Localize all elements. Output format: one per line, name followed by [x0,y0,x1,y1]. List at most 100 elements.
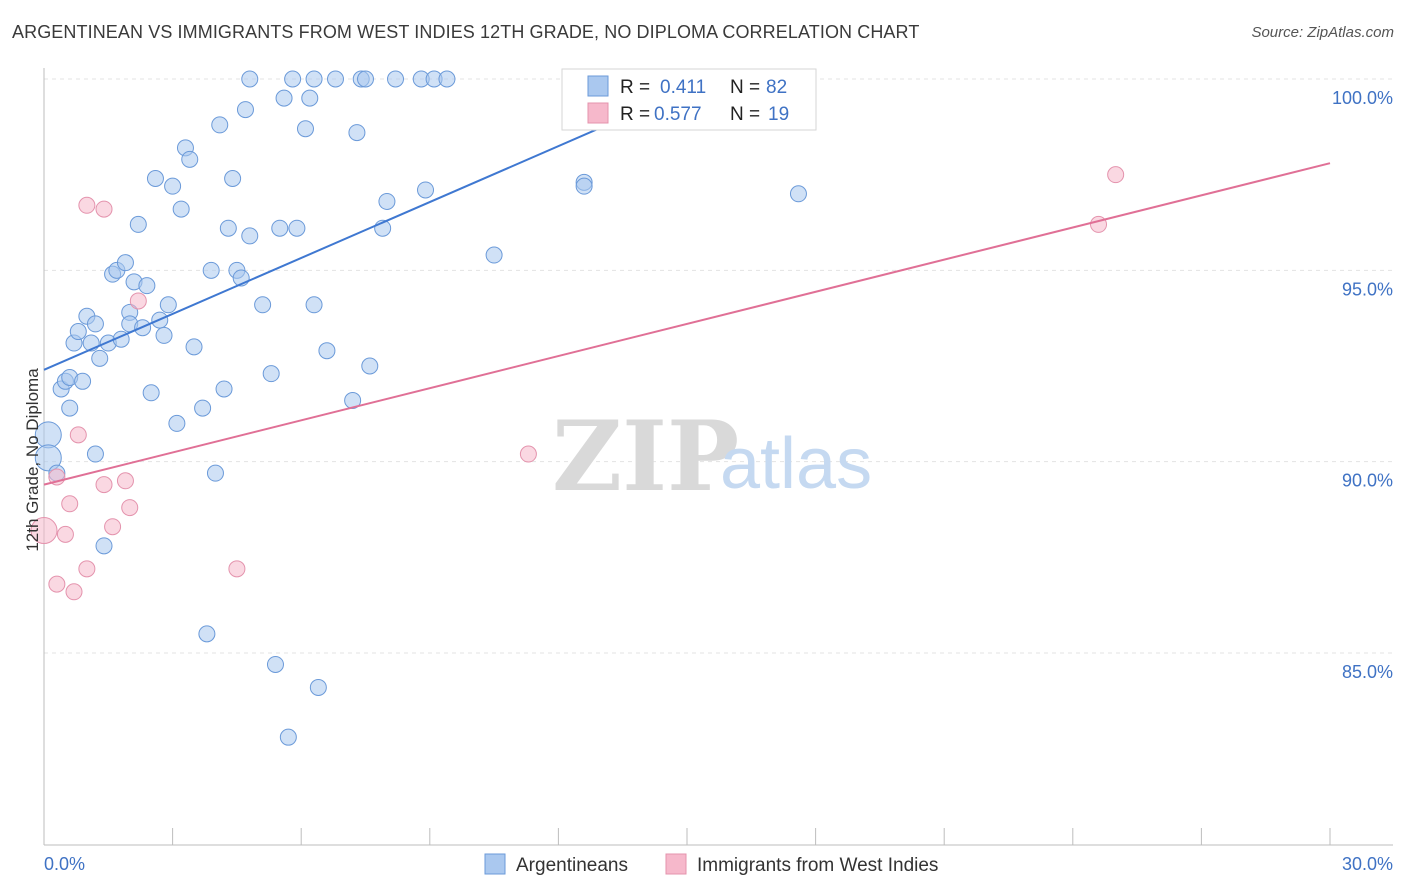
point-argentineans [301,89,319,107]
point-argentineans [318,342,336,360]
bottom-legend-argentineans: Argentineans [516,855,628,876]
watermark-zip: ZIP [552,400,739,513]
legend-r-value-2: 0.577 [654,104,702,125]
point-argentineans [129,215,147,233]
bottom-legend-swatch-west-indies [665,853,687,875]
point-west-indies [78,196,96,214]
point-argentineans [224,169,242,187]
point-west-indies [228,560,246,578]
data-points [30,70,1125,746]
point-argentineans [361,357,379,375]
point-argentineans [219,219,237,237]
correlation-legend: R = 0.411 N = 82 R = 0.577 N = 19 [561,68,817,131]
y-tick-labels: 85.0% 90.0% 95.0% 100.0% [1332,88,1393,682]
point-argentineans [61,399,79,417]
point-argentineans [211,116,229,134]
watermark: ZIP atlas [552,400,872,513]
point-argentineans [438,70,456,88]
point-argentineans [241,70,259,88]
x-tick-min: 0.0% [44,854,85,874]
point-argentineans [305,296,323,314]
point-west-indies [56,525,74,543]
axes [43,68,1393,846]
point-west-indies [65,583,83,601]
point-argentineans [138,277,156,295]
y-tick-label: 100.0% [1332,88,1393,108]
y-tick-label: 95.0% [1342,279,1393,299]
legend-n-label-2: N = [730,104,760,125]
point-argentineans [206,464,224,482]
point-west-indies [121,499,139,517]
point-argentineans [194,399,212,417]
point-argentineans [575,177,593,195]
legend-r-value-1: 0.411 [660,77,706,98]
point-argentineans [241,227,259,245]
y-axis-label: 12th Grade, No Diploma [23,368,42,552]
point-argentineans [86,315,104,333]
point-argentineans [164,177,182,195]
watermark-atlas: atlas [720,424,872,504]
point-argentineans [159,296,177,314]
point-west-indies [61,495,79,513]
source-label: Source: ZipAtlas.com [1251,24,1394,41]
point-argentineans [387,70,405,88]
legend-r-label-1: R = [620,77,650,98]
x-tick-max: 30.0% [1342,854,1393,874]
point-argentineans [34,444,62,472]
point-west-indies [48,575,66,593]
point-argentineans [485,246,503,264]
legend-n-value-1: 82 [766,77,787,98]
point-argentineans [69,323,87,341]
point-argentineans [168,414,186,432]
point-argentineans [116,254,134,272]
point-west-indies [129,292,147,310]
point-west-indies [95,200,113,218]
point-argentineans [266,655,284,673]
point-argentineans [271,219,289,237]
point-argentineans [262,365,280,383]
point-argentineans [357,70,374,88]
point-argentineans [288,219,306,237]
point-west-indies [104,518,122,536]
point-west-indies [519,445,537,463]
point-argentineans [279,728,297,746]
grid-lines [44,78,1393,654]
point-argentineans [172,200,190,218]
point-argentineans [378,192,396,210]
point-argentineans [236,101,254,119]
point-argentineans [155,326,173,344]
point-west-indies [78,560,96,578]
bottom-legend-west-indies: Immigrants from West Indies [697,855,938,876]
point-argentineans [142,384,160,402]
point-argentineans [284,70,302,88]
point-argentineans [202,261,220,279]
point-argentineans [296,120,314,138]
trend-line-west-indies [43,162,1331,486]
point-argentineans [95,537,113,555]
bottom-legend-swatch-argentineans [484,853,506,875]
legend-swatch-west-indies [587,102,609,124]
point-argentineans [198,625,216,643]
point-argentineans [305,70,323,88]
point-argentineans [185,338,203,356]
legend-swatch-argentineans [587,75,609,97]
point-argentineans [74,372,92,390]
legend-n-label-1: N = [730,77,760,98]
point-west-indies [95,476,113,494]
point-argentineans [146,169,164,187]
point-argentineans [91,349,109,367]
point-west-indies [1107,166,1125,184]
point-argentineans [254,296,272,314]
point-argentineans [417,181,435,199]
point-argentineans [348,124,366,142]
point-argentineans [215,380,233,398]
point-argentineans [789,185,807,203]
point-argentineans [275,89,293,107]
chart-title: ARGENTINEAN VS IMMIGRANTS FROM WEST INDI… [12,22,920,42]
point-argentineans [181,150,199,168]
point-west-indies [116,472,134,490]
point-west-indies [30,517,58,545]
series-legend: Argentineans Immigrants from West Indies [484,853,938,876]
y-tick-label: 90.0% [1342,471,1393,491]
